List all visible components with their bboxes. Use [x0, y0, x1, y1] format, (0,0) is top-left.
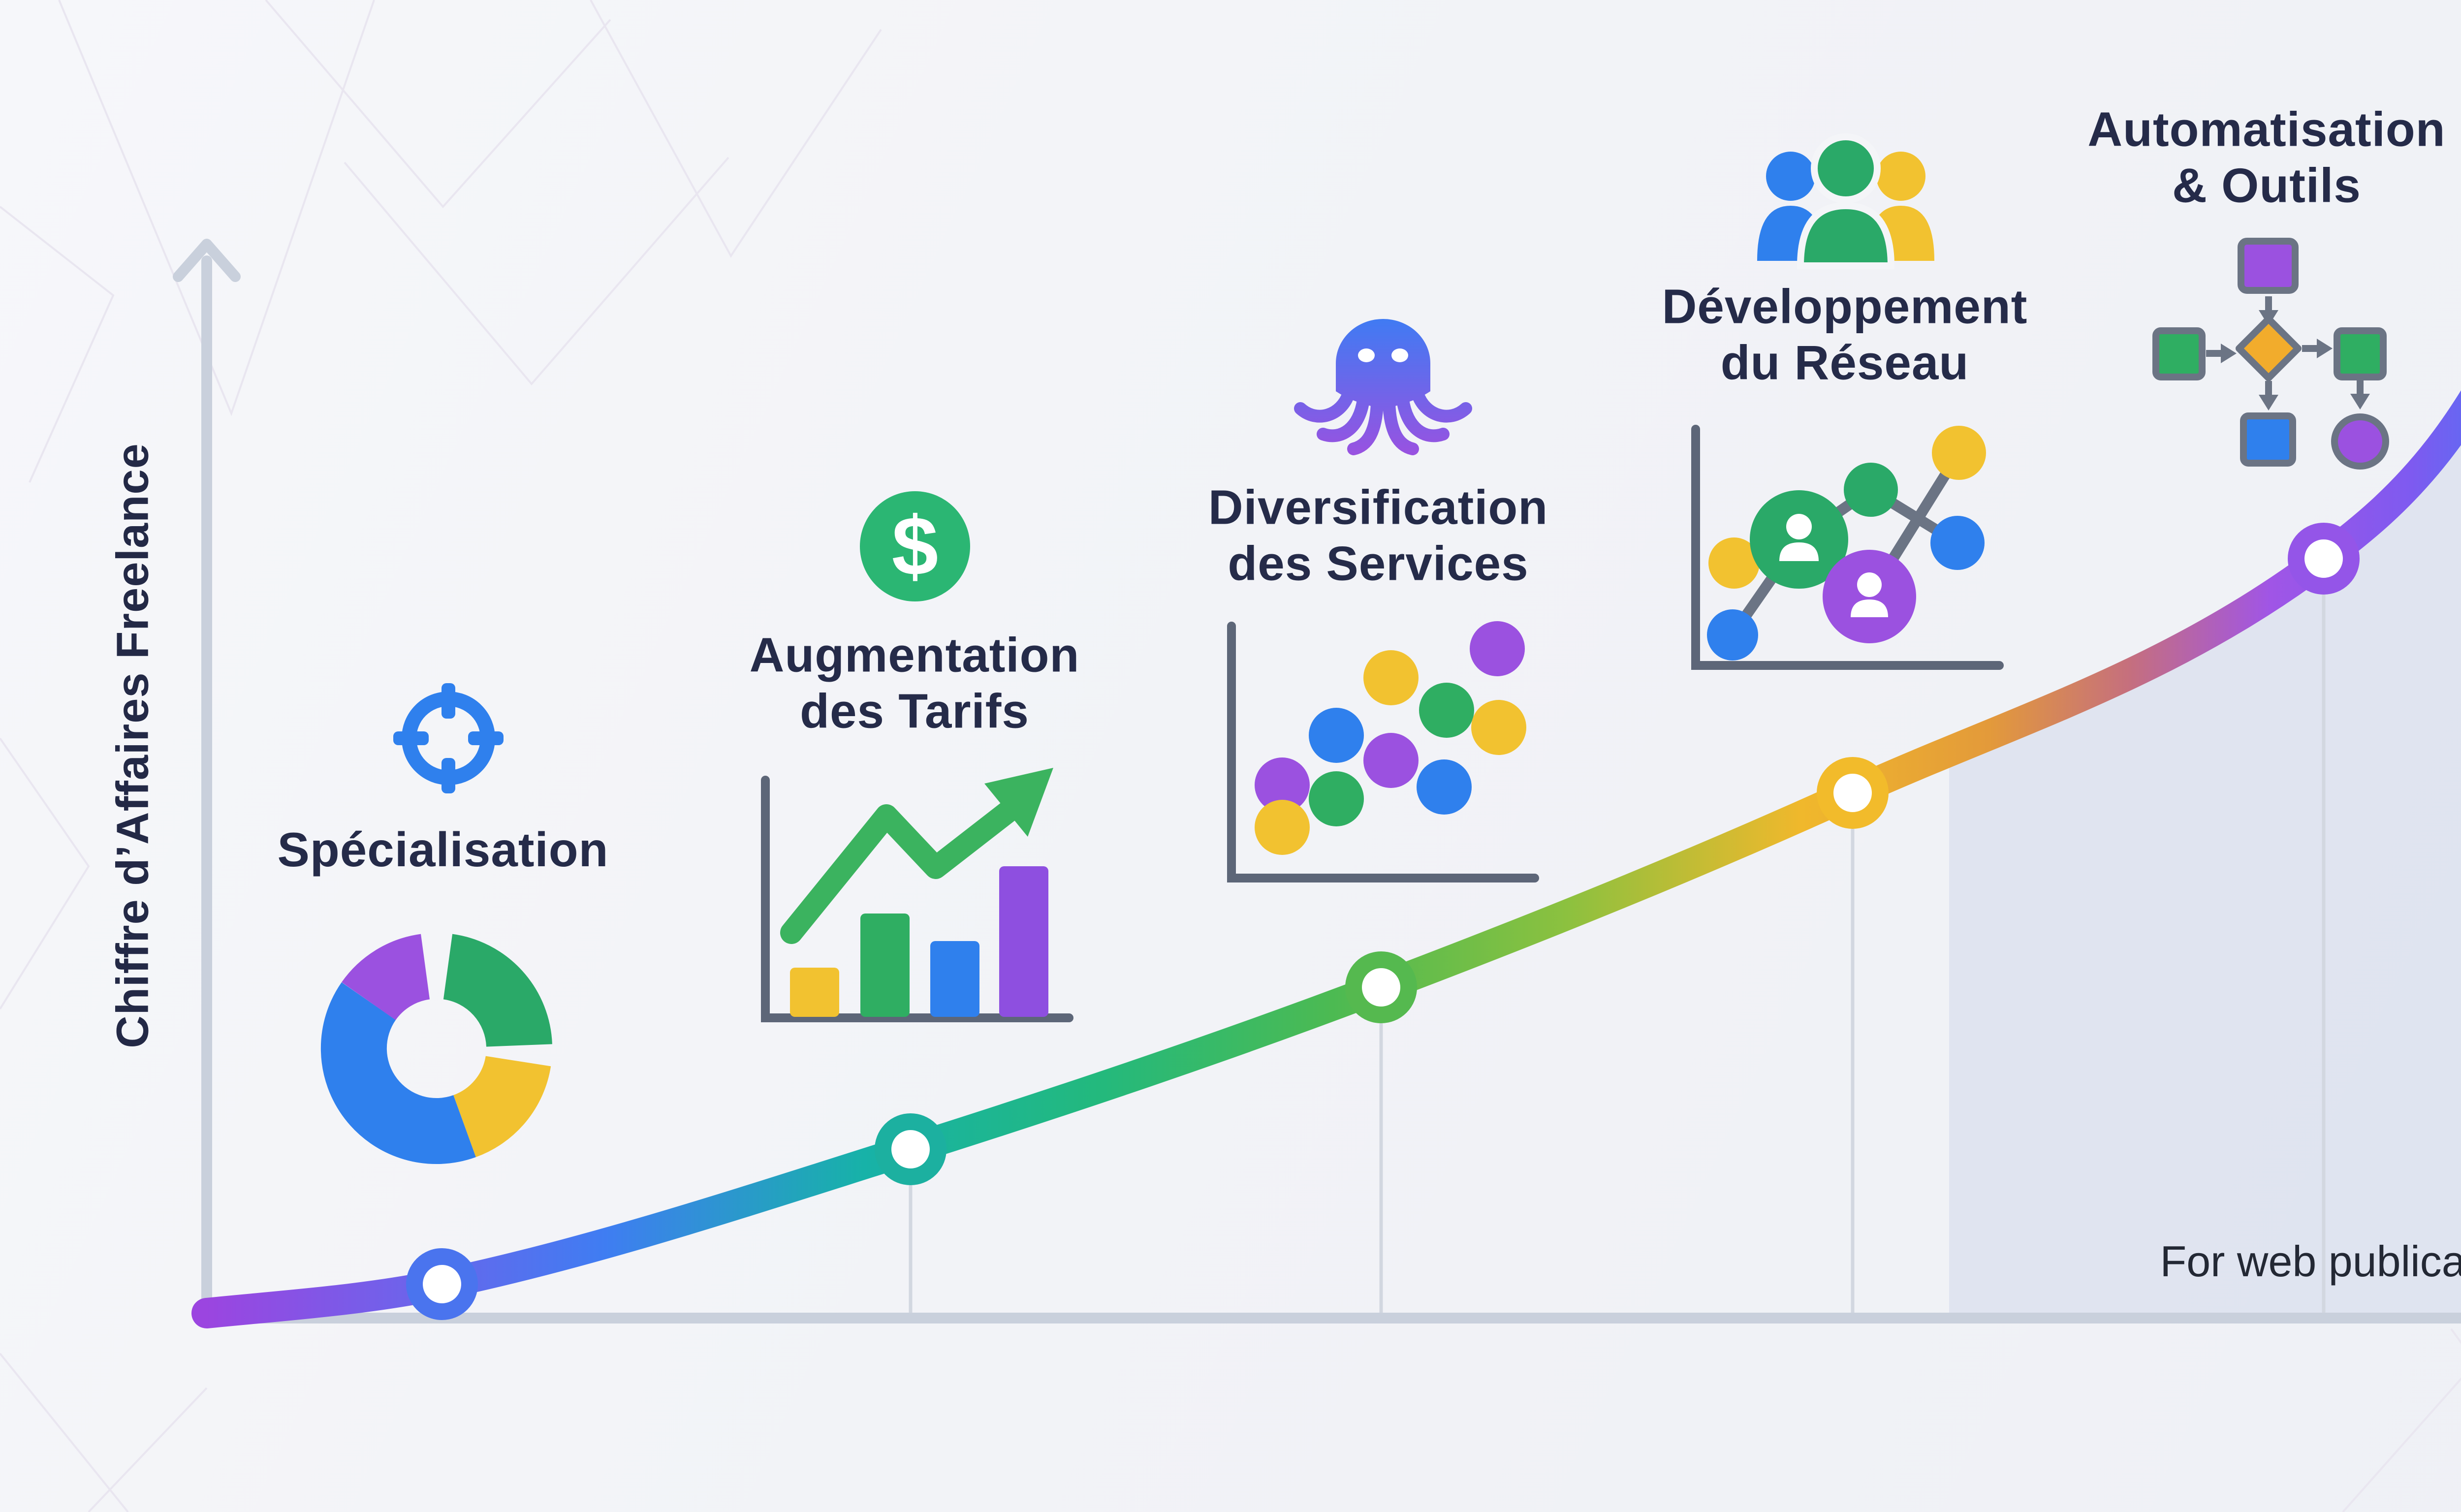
people-group-icon — [1757, 133, 1934, 269]
milestone-marker-2 — [875, 1113, 947, 1185]
watermark-text: For web publication — [2160, 1237, 2461, 1286]
milestone-markers — [406, 523, 2360, 1320]
x-axis — [196, 1313, 2461, 1323]
stage-label-automatisation: Automatisation & Outils — [2087, 102, 2446, 212]
flowchart-icon — [2152, 238, 2389, 470]
network-chart-icon — [1691, 425, 2004, 670]
stage-label-specialisation: Spécialisation — [277, 822, 609, 877]
milestone-marker-3 — [1345, 951, 1417, 1023]
dollar-icon: $ — [860, 491, 970, 601]
stage-label-diversification: Diversification des Services — [1208, 480, 1548, 590]
flowchart-arrows — [2206, 296, 2370, 410]
target-icon — [393, 683, 504, 793]
stage-label-augmentation: Augmentation des Tarifs — [749, 628, 1080, 738]
milestone-marker-1 — [406, 1248, 478, 1320]
donut-chart-icon — [320, 934, 552, 1164]
octopus-icon — [1294, 319, 1472, 455]
y-axis — [173, 239, 241, 1323]
bar-chart-icon — [761, 768, 1073, 1022]
network-node-person-green — [1750, 490, 1848, 589]
stage-label-reseau: Développement du Réseau — [1662, 279, 2028, 389]
scatter-chart-icon — [1227, 621, 1539, 882]
milestone-marker-4 — [1817, 757, 1889, 829]
dollar-glyph: $ — [892, 500, 939, 593]
curve-area-fill — [1949, 418, 2461, 1315]
network-node-person-purple — [1823, 550, 1916, 643]
milestone-drop-lines — [909, 595, 2326, 1313]
milestone-marker-5 — [2288, 523, 2360, 595]
growth-arrow-icon — [780, 798, 1022, 944]
y-axis-label: Chiffre d’Affaires Freelance — [107, 443, 158, 1048]
